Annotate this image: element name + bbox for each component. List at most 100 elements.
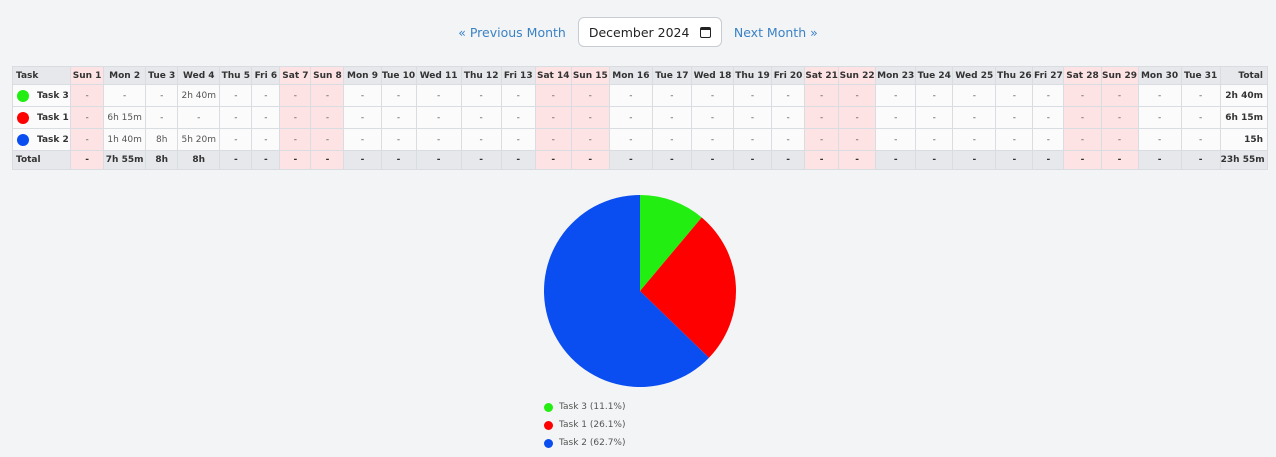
legend-swatch: [544, 402, 553, 412]
task-label: Task 3: [16, 89, 70, 102]
grand-total: 23h 55m: [1219, 150, 1269, 170]
header-day: Fri 13: [500, 66, 536, 85]
task-cell: Task 2: [11, 128, 72, 151]
footer-day-total: -: [460, 150, 502, 170]
day-cell: -: [177, 106, 221, 129]
day-cell: -: [732, 84, 773, 107]
header-day: Fri 6: [251, 66, 281, 85]
footer-day-total: -: [1180, 150, 1221, 170]
day-cell: -: [251, 128, 281, 151]
footer-day-total: -: [804, 150, 840, 170]
task-name: Task 3: [37, 90, 69, 101]
footer-day-total: -: [310, 150, 345, 170]
legend-item[interactable]: Task 2 (62.7%): [544, 434, 626, 452]
header-day: Tue 3: [145, 66, 179, 85]
pie-slice-2[interactable]: [640, 217, 736, 358]
footer-day-total: -: [1100, 150, 1139, 170]
day-cell: -: [1180, 84, 1221, 107]
day-cell: -: [1137, 128, 1182, 151]
day-cell: -: [219, 128, 253, 151]
footer-day-total: -: [1137, 150, 1182, 170]
day-cell: -: [608, 106, 653, 129]
calendar-icon[interactable]: [699, 26, 711, 38]
day-cell: -: [343, 106, 382, 129]
footer-day-total: -: [415, 150, 462, 170]
header-day: Mon 23: [875, 66, 917, 85]
day-cell: 2h 40m: [177, 84, 221, 107]
day-cell: -: [310, 84, 345, 107]
pie-slice-3[interactable]: [544, 195, 709, 387]
day-cell: 6h 15m: [103, 106, 147, 129]
legend-label: Task 3 (11.1%): [559, 402, 626, 412]
pie-slice-1[interactable]: [640, 195, 702, 291]
day-cell: -: [570, 84, 610, 107]
day-cell: -: [380, 84, 417, 107]
day-cell: 1h 40m: [103, 128, 147, 151]
month-date-value: December 2024: [588, 24, 690, 40]
day-cell: -: [1180, 106, 1221, 129]
footer-day-total: -: [608, 150, 653, 170]
legend-item[interactable]: Task 3 (11.1%): [544, 398, 626, 416]
month-navigation: « Previous Month December 2024 Next Mont…: [0, 17, 1276, 47]
day-cell: -: [460, 106, 502, 129]
legend-swatch: [544, 438, 553, 448]
task-label: Task 2: [16, 133, 70, 146]
header-day: Sat 21: [804, 66, 840, 85]
day-cell: -: [279, 106, 312, 129]
task-label: Task 1: [16, 111, 70, 124]
day-cell: -: [995, 106, 1034, 129]
task-cell: Task 1: [11, 106, 72, 129]
day-cell: -: [415, 84, 462, 107]
day-cell: -: [219, 106, 253, 129]
month-date-input[interactable]: December 2024: [577, 17, 722, 47]
header-day: Mon 2: [103, 66, 147, 85]
footer-day-total: 8h: [177, 150, 221, 170]
day-cell: -: [1032, 84, 1065, 107]
footer-day-total: -: [279, 150, 312, 170]
day-cell: -: [500, 84, 536, 107]
task-color-dot: [17, 133, 29, 146]
day-cell: -: [251, 84, 281, 107]
header-day: Sun 8: [310, 66, 345, 85]
table-row: Task 2-1h 40m 8h 5h 20m - - - - - - - - - - - - - - - - - - -…: [11, 128, 1269, 151]
footer-day-total: -: [771, 150, 806, 170]
footer-day-total: 7h 55m: [103, 150, 147, 170]
footer-day-total: -: [732, 150, 773, 170]
day-cell: -: [534, 128, 572, 151]
day-cell: -: [251, 106, 281, 129]
day-cell: 8h: [145, 128, 179, 151]
chart-legend: Task 3 (11.1%) Task 1 (26.1%) Task 2 (62.7…: [544, 398, 626, 452]
header-day: Sat 7: [279, 66, 312, 85]
day-cell: -: [1063, 106, 1102, 129]
day-cell: -: [534, 106, 572, 129]
header-day: Wed 4: [177, 66, 221, 85]
task-color-dot: [17, 111, 29, 124]
day-cell: -: [875, 84, 917, 107]
day-cell: -: [838, 106, 877, 129]
footer-day-total: -: [995, 150, 1034, 170]
day-cell: -: [70, 84, 105, 107]
footer-day-total: -: [251, 150, 281, 170]
day-cell: -: [1180, 128, 1221, 151]
header-day: Thu 12: [460, 66, 502, 85]
header-day: Fri 27: [1032, 66, 1065, 85]
header-day: Sat 14: [534, 66, 572, 85]
footer-day-total: 8h: [145, 150, 179, 170]
header-day: Thu 5: [219, 66, 253, 85]
table-row: Task 1-6h 15m - - - - - - - - - - - - - - - - - - - - - - - - - - -…: [11, 106, 1269, 129]
footer-day-total: -: [952, 150, 997, 170]
day-cell: -: [995, 128, 1034, 151]
day-cell: -: [875, 128, 917, 151]
legend-label: Task 1 (26.1%): [559, 420, 626, 430]
legend-item[interactable]: Task 1 (26.1%): [544, 416, 626, 434]
day-cell: -: [952, 106, 997, 129]
task-color-dot: [17, 89, 29, 102]
row-total: 2h 40m: [1219, 84, 1269, 107]
footer-day-total: -: [1032, 150, 1065, 170]
next-month-link[interactable]: Next Month »: [733, 24, 818, 40]
day-cell: -: [732, 106, 773, 129]
previous-month-link[interactable]: « Previous Month: [458, 24, 566, 40]
day-cell: -: [771, 106, 806, 129]
